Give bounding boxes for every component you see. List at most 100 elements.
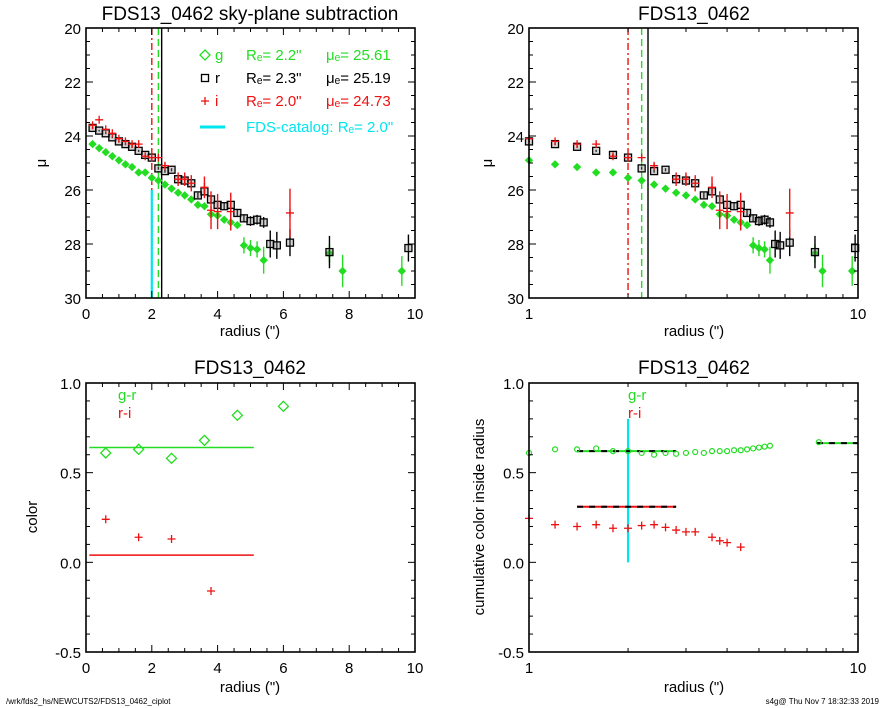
data-point: [550, 160, 560, 169]
data-point: [748, 241, 758, 250]
y-tick-label: 1.0: [60, 376, 81, 393]
data-point: [736, 543, 745, 552]
data-point: [114, 134, 123, 143]
series-g: [524, 156, 857, 288]
y-tick-label: 22: [64, 75, 81, 92]
legend: g-rr-i: [628, 387, 646, 422]
data-point: [691, 527, 700, 536]
panel-title: FDS13_0462: [194, 358, 306, 379]
data-point: [94, 143, 104, 153]
series-g-r: [99, 400, 290, 465]
data-point: [760, 215, 769, 224]
data-point: [637, 153, 646, 162]
data-point: [167, 184, 176, 193]
data-point: [88, 139, 97, 149]
data-point: [219, 215, 229, 224]
data-point: [573, 446, 581, 453]
data-point: [154, 153, 163, 162]
data-point: [285, 208, 294, 217]
footer-timestamp: s4g@ Thu Nov 7 18:32:33 2019: [766, 697, 880, 706]
data-point: [285, 238, 295, 247]
data-point: [707, 201, 717, 211]
y-tick-label: 30: [64, 291, 81, 308]
data-point: [88, 121, 97, 130]
x-axis-label: radius ("): [664, 323, 724, 340]
data-point: [593, 445, 600, 452]
data-point: [736, 207, 745, 216]
data-point: [207, 587, 216, 596]
data-point: [272, 241, 281, 250]
data-point: [165, 452, 178, 465]
data-point: [259, 218, 268, 227]
data-point: [160, 161, 169, 170]
panel-color-linear: FDS13_0462 g-rr-i 0 2 4 6 8 10 -0.5 0.0 0.5 1.0 r…: [24, 358, 423, 696]
data-point: [198, 434, 211, 447]
y-axis-label: color: [24, 501, 41, 534]
data-point: [699, 200, 709, 210]
y-tick-label: 26: [64, 183, 81, 200]
data-point: [114, 156, 124, 165]
legend-g-r: g-r: [628, 387, 646, 404]
y-axis-label: μ: [33, 159, 50, 168]
data-point: [818, 266, 827, 276]
y-tick-label: 28: [507, 237, 524, 254]
data-point: [259, 255, 268, 265]
y-tick-label: 20: [64, 21, 81, 38]
data-point: [141, 152, 150, 161]
legend-band: i: [215, 93, 218, 110]
legend-g-r: g-r: [118, 387, 136, 404]
data-point: [785, 208, 794, 217]
data-point: [200, 183, 209, 192]
panel-profile-log: FDS13_0462 1 10 20 22 24 26 28 30 radius (") μ: [479, 4, 866, 340]
series-g: [88, 139, 407, 288]
data-point: [609, 448, 617, 455]
legend-re: Rₑ= 2.3": [246, 70, 302, 87]
data-point: [592, 146, 601, 156]
data-point: [572, 162, 582, 172]
data-point: [213, 207, 222, 216]
data-point: [207, 206, 216, 215]
data-point: [754, 243, 764, 253]
y-tick-label: -0.5: [55, 645, 81, 662]
data-point: [624, 524, 633, 533]
data-point: [681, 175, 690, 184]
x-tick-label: 0: [82, 306, 90, 323]
legend: g Rₑ= 2.2" μₑ= 25.61 r Rₑ= 2.3" μₑ= 25.19 i Rₑ=…: [199, 47, 393, 136]
legend-re: Rₑ= 2.0": [246, 93, 302, 110]
data-point: [624, 153, 633, 162]
x-tick-label: 8: [345, 660, 353, 677]
series-i: [525, 134, 794, 238]
data-point: [700, 449, 707, 457]
data-point: [608, 524, 617, 533]
data-point: [661, 165, 670, 174]
series-g-r: [525, 439, 822, 458]
x-tick-label: 10: [407, 306, 424, 323]
plot-frame: [85, 382, 416, 653]
data-point: [708, 183, 717, 192]
data-point: [404, 243, 413, 253]
data-point: [742, 220, 752, 230]
data-point: [147, 173, 157, 183]
data-point: [729, 215, 739, 224]
data-point: [730, 447, 738, 454]
data-point: [661, 184, 670, 193]
data-point: [729, 202, 739, 211]
data-point: [723, 207, 732, 216]
x-tick-label: 1: [525, 660, 533, 677]
data-point: [771, 239, 780, 249]
data-point: [760, 245, 769, 254]
data-point: [672, 175, 681, 184]
data-point: [715, 536, 724, 545]
panel-title: FDS13_0462 sky-plane subtraction: [102, 4, 399, 25]
data-point: [134, 168, 143, 177]
data-point: [650, 161, 659, 170]
data-point: [690, 195, 700, 204]
data-point: [638, 449, 645, 457]
data-point: [742, 208, 752, 218]
data-point: [187, 195, 196, 204]
data-point: [551, 137, 560, 146]
plot-frame: [528, 382, 859, 653]
series-i: [88, 115, 294, 238]
data-point: [754, 216, 764, 226]
